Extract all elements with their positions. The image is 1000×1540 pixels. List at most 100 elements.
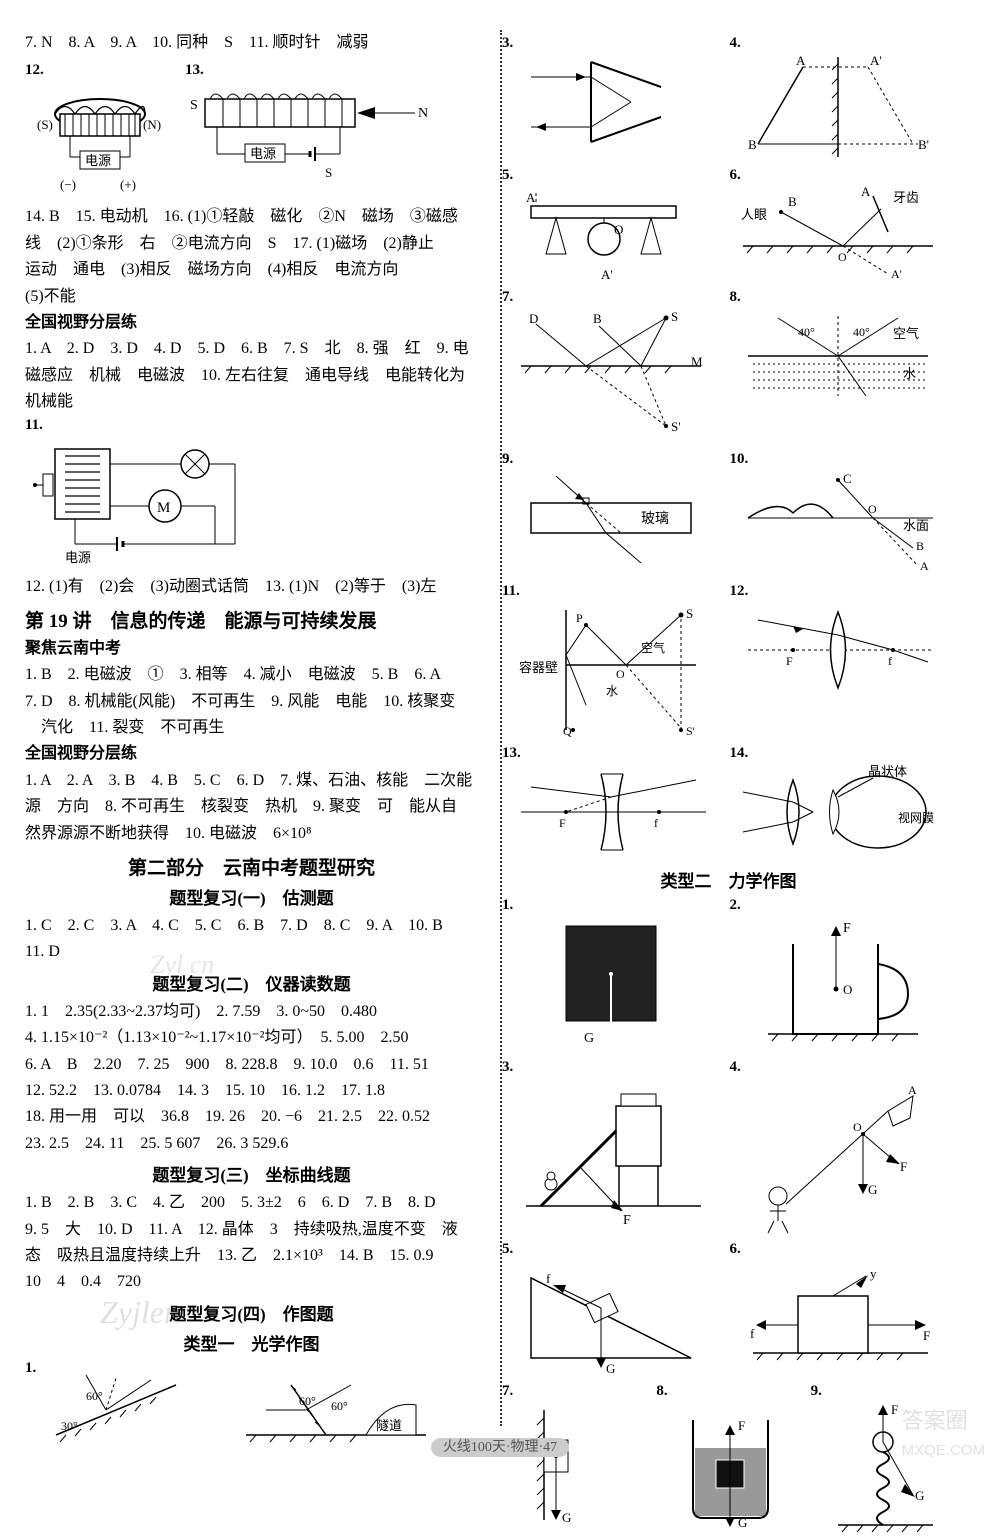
svg-text:f: f (750, 1326, 755, 1341)
type-1-title: 类型一 光学作图 (25, 1330, 478, 1355)
svg-text:O: O (843, 982, 852, 997)
fig-m4-kite-icon: O F G A (738, 1076, 938, 1236)
svg-text:60°: 60° (299, 1394, 316, 1408)
fig-9-glass-icon: 玻璃 (511, 468, 711, 568)
lecture-19-title: 第 19 讲 信息的传递 能源与可持续发展 (25, 606, 478, 633)
fig-11-wrap: 11. M 电源 (25, 416, 478, 574)
svg-text:N: N (418, 106, 428, 121)
fig-m1-num: 1. (502, 897, 513, 914)
svg-text:空气: 空气 (641, 640, 665, 655)
fig-8-refraction-icon: 40° 40° 空气 水 (738, 306, 938, 406)
svg-text:水: 水 (606, 684, 618, 698)
svg-text:F: F (786, 654, 793, 668)
svg-text:A: A (920, 559, 929, 573)
answer-line: 14. B 15. 电动机 16. (1)①轻敲 磁化 ②N 磁场 ③磁感 (25, 204, 478, 230)
fig-m2-num: 2. (729, 897, 740, 914)
fig-12-wrap: 12. (S) (N) 电源 ( (25, 61, 175, 199)
right-column: 3. 4. A (490, 30, 955, 1446)
svg-text:S: S (671, 309, 678, 324)
answer-line: (5)不能 (25, 284, 478, 310)
svg-text:G: G (915, 1488, 924, 1503)
svg-text:G: G (562, 1510, 571, 1525)
fig-m5-num: 5. (502, 1241, 513, 1258)
answer-line: 线 (2)①条形 右 ②电流方向 S 17. (1)磁场 (2)静止 (25, 231, 478, 257)
fig-11r-container-icon: S P Q S' 容器壁 空气 水 O (511, 600, 711, 740)
svg-text:B: B (788, 194, 797, 209)
svg-text:30°: 30° (61, 1419, 78, 1433)
section-header: 全国视野分层练 (25, 310, 478, 336)
svg-text:B: B (916, 539, 924, 553)
fig-6-eye-mirror-icon: B 牙齿 A 人眼 O A' (733, 184, 943, 284)
fig-13-num: 13. (185, 62, 204, 78)
svg-text:f: f (654, 816, 658, 830)
answer-line: 4. 1.15×10⁻²（1.13×10⁻²~1.17×10⁻²均可） 5. 5… (25, 1025, 478, 1051)
svg-text:玻璃: 玻璃 (641, 510, 669, 527)
answer-line: 10 4 0.4 720 (25, 1269, 478, 1295)
fig-7-two-mirrors-icon: S D B S' M (511, 306, 711, 446)
fig-m6-num: 6. (729, 1241, 740, 1258)
svg-text:O: O (614, 222, 623, 237)
svg-text:A': A' (870, 53, 882, 68)
fig-12-lens-icon: F f (738, 600, 938, 700)
svg-text:f: f (888, 654, 892, 668)
answer-line: 机械能 (25, 389, 478, 415)
type-2-title: 类型二 力学作图 (502, 867, 955, 892)
fig-13-solenoid-icon: S N 电源 S (185, 79, 445, 194)
svg-text:40°: 40° (798, 325, 815, 339)
svg-text:牙齿: 牙齿 (893, 190, 919, 205)
fig-6-num: 6. (729, 167, 740, 184)
watermark-icon: Zyl cn (150, 950, 214, 980)
watermark-icon: Zyjlen (100, 1294, 180, 1331)
svg-text:C: C (843, 471, 852, 486)
svg-text:电源: 电源 (250, 146, 276, 161)
svg-text:D: D (529, 311, 538, 326)
svg-text:S: S (686, 606, 693, 621)
svg-text:A': A' (891, 267, 902, 281)
column-divider (500, 30, 502, 1426)
review-2-title: 题型复习(二) 仪器读数题 (25, 970, 478, 995)
answer-line: 态 吸热且温度持续上升 13. 乙 2.1×10³ 14. B 15. 0.9 (25, 1243, 478, 1269)
fig-11r-num: 11. (502, 583, 520, 600)
fig-14-eye-icon: 晶状体 视网膜 (733, 762, 943, 862)
fig-m4-num: 4. (729, 1059, 740, 1076)
answer-line: 源 方向 8. 不可再生 核裂变 热机 9. 聚变 可 能从自 (25, 794, 478, 820)
review-3-title: 题型复习(三) 坐标曲线题 (25, 1161, 478, 1186)
svg-text:G: G (868, 1182, 877, 1197)
answer-line: 1. B 2. 电磁波 ① 3. 相等 4. 减小 电磁波 5. B 6. A (25, 662, 478, 688)
fig-4-mirror-image-icon: A A' B B' (738, 52, 938, 162)
svg-text:F: F (738, 1418, 745, 1433)
svg-text:F: F (843, 921, 851, 936)
fig-13r-num: 13. (502, 745, 521, 762)
fig-13-concave-lens-icon: F f (511, 762, 711, 862)
svg-text:S: S (190, 98, 198, 113)
svg-text:(S): (S) (37, 117, 53, 132)
answer-line: 11. D (25, 939, 478, 965)
svg-text:隧道: 隧道 (376, 1418, 402, 1433)
svg-text:Q: Q (563, 724, 572, 738)
left-column: 7. N 8. A 9. A 10. 同种 S 11. 顺时针 减弱 12. (… (25, 30, 490, 1446)
answer-line: 磁感应 机械 电磁波 10. 左右往复 通电导线 电能转化为 (25, 363, 478, 389)
answer-line: 1. C 2. C 3. A 4. C 5. C 6. B 7. D 8. C … (25, 913, 478, 939)
fig-m1-block-icon: G (546, 914, 676, 1044)
svg-text:F: F (891, 1402, 898, 1417)
svg-text:A': A' (601, 267, 613, 282)
review-4-title: 题型复习(四) 作图题 (25, 1300, 478, 1325)
svg-text:B': B' (918, 137, 929, 152)
answer-line: 1. A 2. D 3. D 4. D 5. D 6. B 7. S 北 8. … (25, 336, 478, 362)
svg-text:G: G (606, 1361, 615, 1376)
svg-text:F: F (559, 816, 566, 830)
svg-text:水: 水 (903, 366, 916, 381)
fig-m5-incline-icon: G f (511, 1258, 711, 1378)
fig-13-wrap: 13. S N 电源 (185, 61, 445, 194)
svg-text:A: A (861, 184, 871, 199)
answer-line: 1. 1 2.35(2.33~2.37均可) 2. 7.59 3. 0~50 0… (25, 999, 478, 1025)
svg-text:f: f (546, 1271, 551, 1286)
svg-text:B: B (748, 137, 757, 152)
fig-m2-cup-icon: O F (748, 914, 928, 1054)
part-2-title: 第二部分 云南中考题型研究 (25, 853, 478, 880)
svg-text:S': S' (671, 419, 681, 434)
fig-m3-slide-icon: F (511, 1076, 711, 1226)
svg-text:B: B (593, 311, 602, 326)
fig-10-num: 10. (729, 451, 748, 468)
answer-line: 23. 2.5 24. 11 25. 5 607 26. 3 529.6 (25, 1131, 478, 1157)
